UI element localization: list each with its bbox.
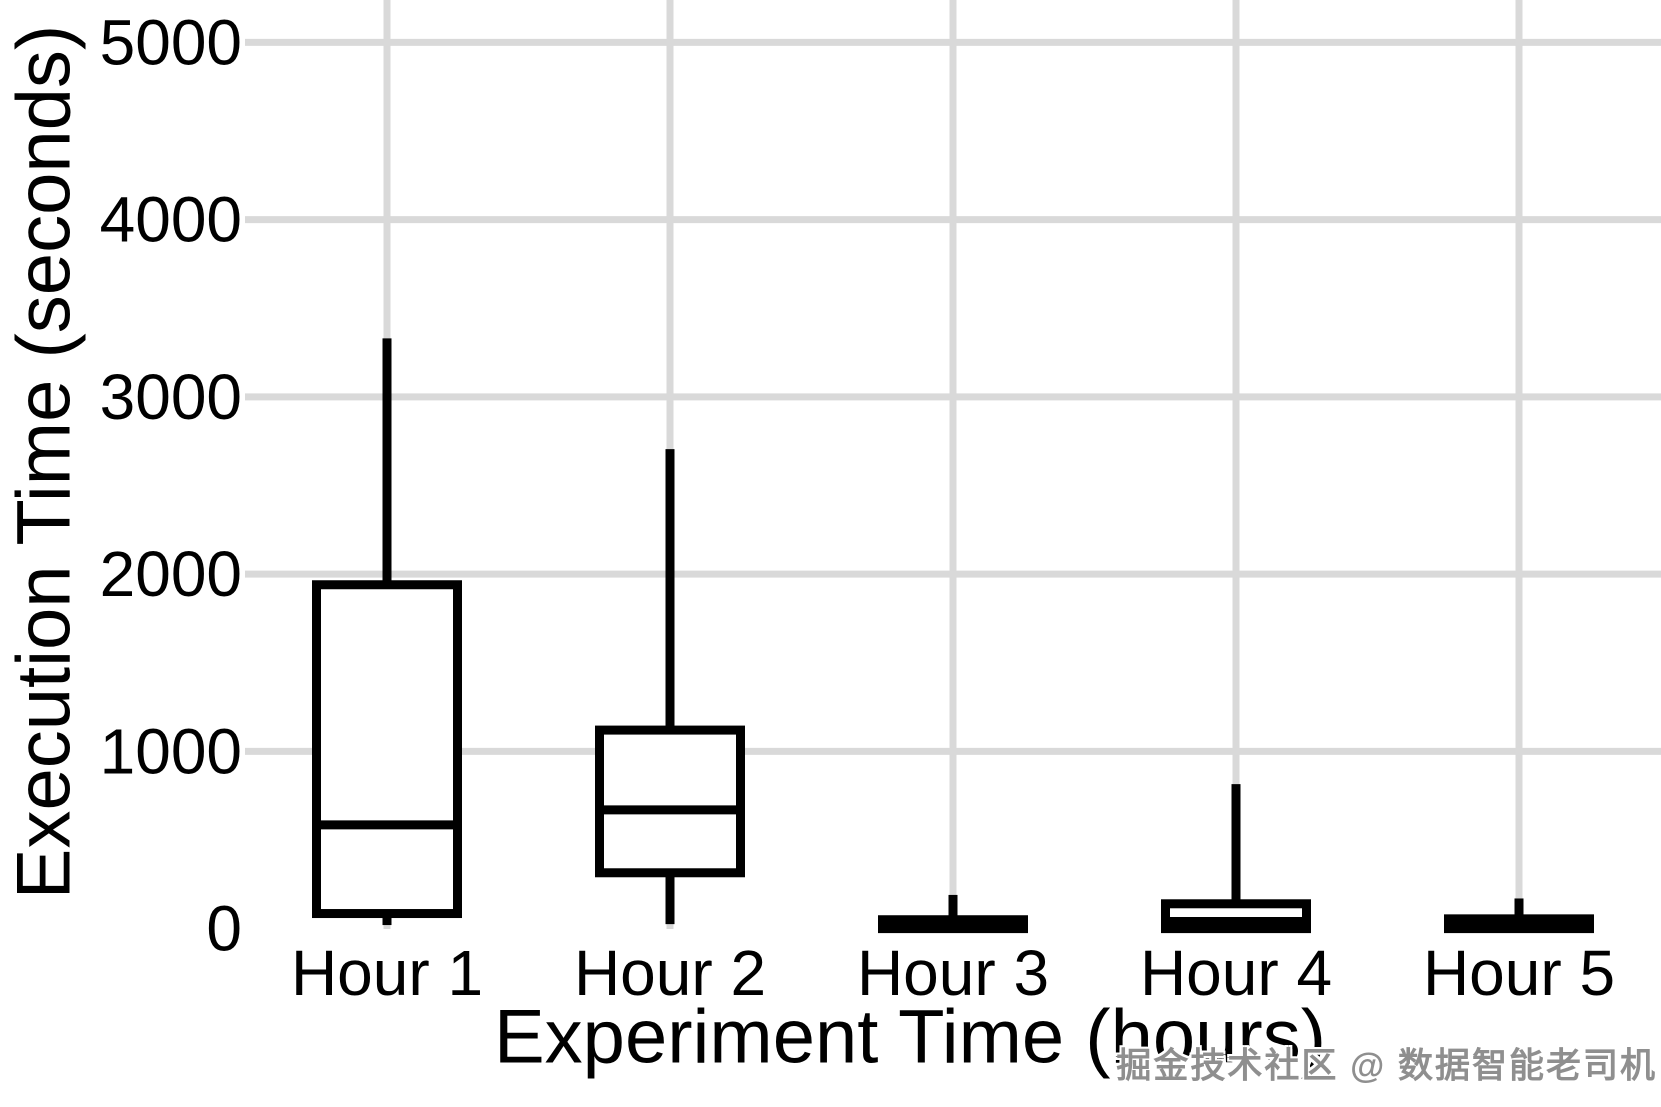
y-tick-label: 5000 xyxy=(100,6,242,78)
y-tick-label: 4000 xyxy=(100,184,242,256)
x-tick-label: Hour 5 xyxy=(1423,937,1615,1009)
x-tick-label: Hour 2 xyxy=(574,937,766,1009)
x-tick-label: Hour 1 xyxy=(291,937,483,1009)
y-tick-label: 2000 xyxy=(100,538,242,610)
x-tick-label: Hour 4 xyxy=(1140,937,1332,1009)
box-rect xyxy=(595,725,745,878)
watermark-text: 掘金技术社区 @ 数据智能老司机 xyxy=(1116,1046,1657,1086)
x-axis-title: Experiment Time (hours) xyxy=(493,994,1327,1080)
x-tick-label: Hour 3 xyxy=(857,937,1049,1009)
y-axis-title: Execution Time (seconds) xyxy=(1,24,87,900)
box-rect xyxy=(312,580,462,919)
y-tick-label: 3000 xyxy=(100,361,242,433)
y-tick-label: 1000 xyxy=(100,715,242,787)
y-tick-label: 0 xyxy=(206,893,242,965)
